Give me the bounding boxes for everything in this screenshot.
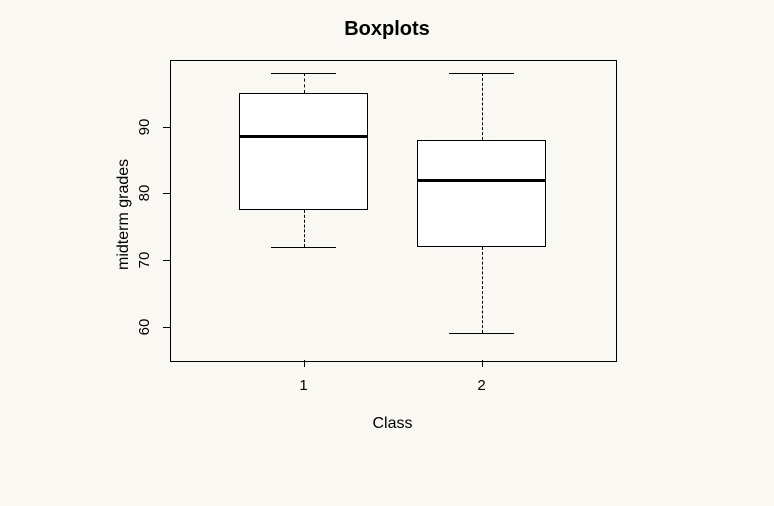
y-tick-mark bbox=[163, 127, 170, 128]
x-tick-label: 1 bbox=[284, 377, 324, 394]
y-tick-mark bbox=[163, 193, 170, 194]
x-axis-label: Class bbox=[170, 415, 615, 433]
median-line bbox=[239, 135, 368, 138]
median-line bbox=[417, 179, 546, 182]
y-axis-label: midterm grades bbox=[115, 159, 133, 270]
whisker-cap-min bbox=[271, 247, 336, 248]
y-tick-label: 70 bbox=[135, 240, 155, 280]
box bbox=[239, 93, 368, 210]
x-tick-mark bbox=[304, 360, 305, 367]
chart-title: Boxplots bbox=[0, 18, 774, 41]
x-tick-label: 2 bbox=[462, 377, 502, 394]
y-tick-mark bbox=[163, 260, 170, 261]
y-tick-label: 60 bbox=[135, 307, 155, 347]
boxplot-chart: Boxplots midterm grades Class 60 70 80 90 1 2 bbox=[0, 0, 774, 506]
whisker-cap-min bbox=[449, 333, 514, 334]
whisker-lower bbox=[482, 247, 483, 334]
plot-area bbox=[170, 60, 617, 362]
box bbox=[417, 140, 546, 247]
x-tick-mark bbox=[482, 360, 483, 367]
y-tick-mark bbox=[163, 327, 170, 328]
whisker-cap-max bbox=[449, 73, 514, 74]
y-tick-label: 80 bbox=[135, 173, 155, 213]
whisker-upper bbox=[304, 73, 305, 93]
whisker-cap-max bbox=[271, 73, 336, 74]
y-tick-label: 90 bbox=[135, 107, 155, 147]
whisker-lower bbox=[304, 210, 305, 247]
whisker-upper bbox=[482, 73, 483, 140]
